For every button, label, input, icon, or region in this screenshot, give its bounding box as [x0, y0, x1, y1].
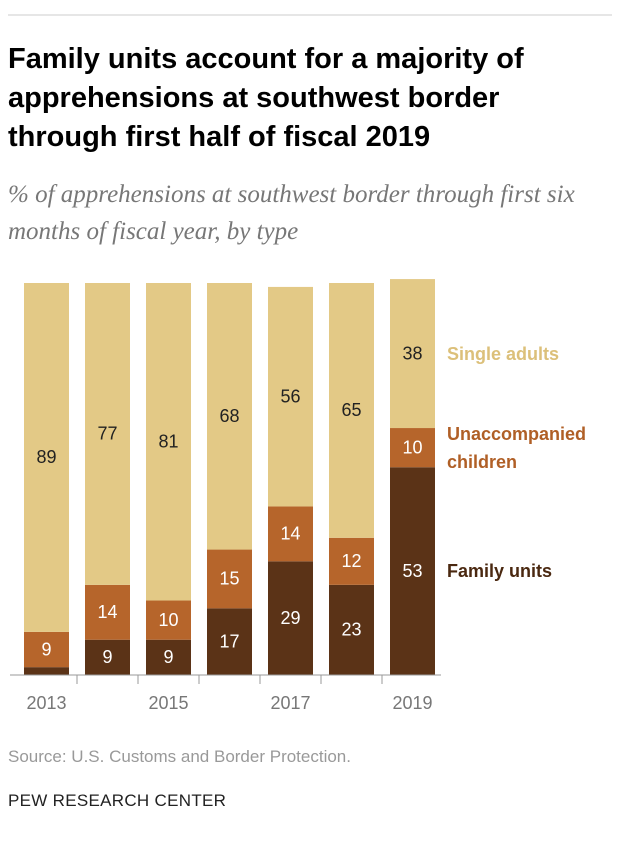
bar-segment [268, 561, 313, 675]
chart-subtitle: % of apprehensions at southwest border t… [8, 181, 575, 245]
data-label: 10 [158, 610, 178, 630]
data-label: 10 [402, 437, 422, 457]
bar-segment [24, 283, 69, 632]
bar-segment [24, 631, 69, 668]
data-label: 9 [163, 647, 173, 667]
x-tick-label: 2013 [26, 693, 66, 713]
bar-segment [85, 283, 130, 585]
legend-label: Family units [447, 561, 553, 582]
credit: PEW RESEARCH CENTER [8, 791, 227, 810]
data-label: 77 [97, 424, 117, 444]
legend-label: Unaccompanied children [447, 423, 587, 472]
data-label: 14 [97, 602, 117, 622]
data-label: 9 [41, 639, 51, 659]
bar-segment [268, 286, 313, 507]
data-label: 12 [341, 551, 361, 571]
bar-segment [329, 283, 374, 538]
data-label: 9 [102, 647, 112, 667]
bar-segment [85, 639, 130, 675]
bar-segment [207, 549, 252, 609]
data-label: 53 [402, 561, 422, 581]
legend-label: Single adults [447, 343, 560, 364]
bar-segment [24, 667, 69, 675]
bar-segment [329, 537, 374, 585]
data-label: 17 [219, 631, 239, 651]
x-tick-label: 2019 [392, 693, 432, 713]
source: Source: U.S. Customs and Border Protecti… [8, 747, 351, 766]
bar-segment [207, 283, 252, 550]
bar-segment [207, 608, 252, 675]
data-label: 56 [280, 386, 300, 406]
data-label: 65 [341, 400, 361, 420]
data-label: 81 [158, 432, 178, 452]
data-label: 29 [280, 608, 300, 628]
bar-segment [390, 279, 435, 429]
x-tick-label: 2015 [148, 693, 188, 713]
data-label: 15 [219, 569, 239, 589]
data-label: 68 [219, 406, 239, 426]
bar-segment [146, 600, 191, 640]
data-label: 89 [36, 447, 56, 467]
bar-segment [146, 283, 191, 601]
bar-segment [146, 639, 191, 675]
x-tick-label: 2017 [270, 693, 310, 713]
bar-segment [390, 428, 435, 468]
bar-segment [268, 506, 313, 562]
data-label: 23 [341, 620, 361, 640]
data-label: 14 [280, 524, 300, 544]
bar-segment [85, 584, 130, 640]
bar-segment [329, 584, 374, 675]
data-label: 38 [402, 343, 422, 363]
chart-title: Family units account for a majority of a… [8, 43, 524, 153]
bar-segment [390, 467, 435, 675]
